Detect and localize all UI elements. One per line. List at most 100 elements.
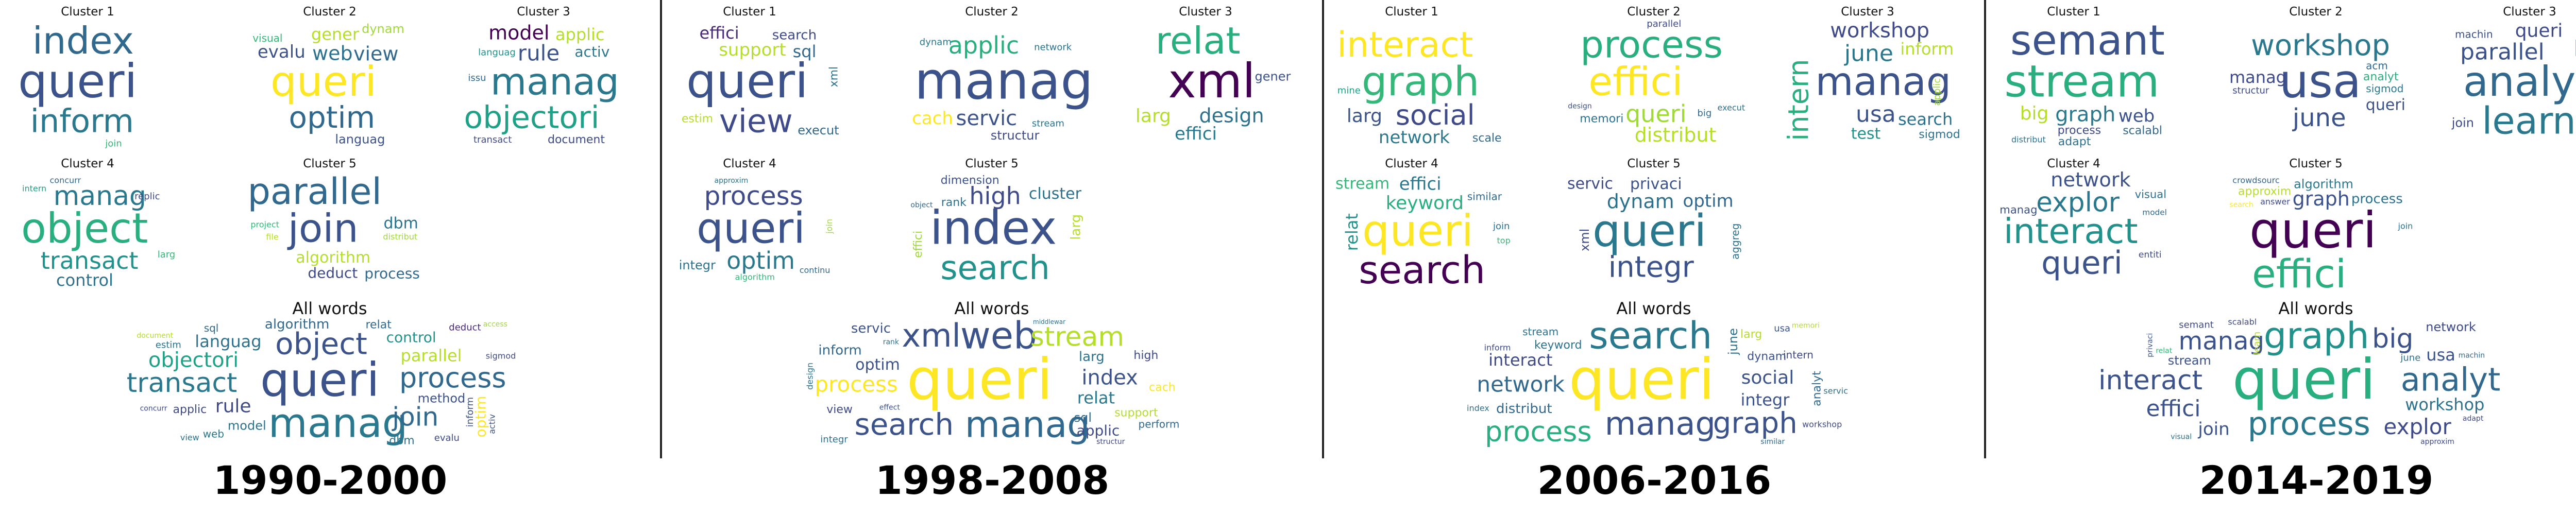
cloud-word: intern: [1783, 349, 1814, 361]
cloud-word: distribut: [2011, 135, 2046, 145]
cloud-word: control: [386, 329, 436, 346]
cloud-word: concurr: [140, 405, 167, 413]
all-words-title: All words: [292, 299, 367, 318]
cloud-word: parallel: [2460, 39, 2545, 65]
cloud-word: effici: [700, 23, 739, 43]
cloud-word: social: [1741, 367, 1794, 388]
cloud-word: transact: [41, 247, 139, 274]
cloud-word: view: [719, 102, 793, 140]
cloud-word: stream: [1522, 325, 1558, 338]
cloud-word: larg: [1079, 349, 1105, 365]
cloud-word: network: [1379, 127, 1450, 148]
cloud-word: project: [250, 219, 279, 229]
cluster-title: Cluster 4: [1385, 157, 1438, 170]
cloud-word: languag: [335, 132, 385, 146]
cluster-title: Cluster 3: [517, 5, 570, 19]
cloud-word: larg: [158, 249, 176, 260]
cloud-word: queri: [2232, 348, 2376, 412]
cloud-word: privaci: [2146, 333, 2154, 357]
cloud-word: manag: [268, 401, 408, 447]
cloud-word: xml: [902, 317, 960, 354]
cloud-word: method: [418, 391, 466, 405]
cloud-word: applic: [948, 31, 1019, 59]
cluster-title: Cluster 4: [2047, 157, 2100, 170]
cloud-word: search: [1589, 314, 1712, 357]
cloud-word: graph: [2055, 102, 2115, 126]
cloud-word: join: [1493, 221, 1510, 232]
cloud-word: search: [940, 249, 1050, 287]
cluster-title: Cluster 2: [965, 5, 1019, 19]
cloud-word: sigmod: [486, 351, 516, 361]
period-panel-1998-2008: Cluster 1 queri view support sql effici searc…: [662, 0, 1323, 515]
cloud-word: queri: [270, 58, 377, 106]
cloud-word: access: [483, 320, 507, 329]
cloud-word: relat: [366, 319, 392, 332]
cloud-word: explor: [2036, 187, 2120, 218]
cloud-word: analyt: [2401, 361, 2501, 399]
cloud-word: distribut: [383, 232, 417, 242]
cloud-word: object: [910, 201, 933, 210]
cloud-word: cach: [912, 108, 953, 129]
cloud-word: algorithm: [265, 317, 329, 332]
cloud-word: servic: [1567, 175, 1613, 193]
cloud-word: sql: [204, 322, 219, 334]
cluster-title: Cluster 4: [61, 157, 114, 170]
cloud-word: june: [1844, 40, 1893, 66]
cluster-title: Cluster 1: [61, 5, 114, 19]
cloud-word: dynam: [362, 22, 404, 36]
cloud-word: gener: [311, 25, 360, 44]
cloud-word: rule: [518, 41, 560, 66]
cloud-word: semant: [2179, 320, 2213, 331]
cloud-word: algorithm: [296, 249, 370, 267]
cloud-word: relat: [1077, 388, 1115, 408]
cloud-word: memori: [1580, 112, 1623, 125]
cloud-word: answer: [2260, 197, 2290, 207]
cloud-word: workshop: [2251, 29, 2390, 62]
cloud-word: applic: [173, 403, 207, 416]
cloud-word: test: [1851, 125, 1881, 143]
cloud-word: dbm: [389, 435, 414, 448]
cloud-word: machin: [2455, 28, 2493, 41]
cloud-word: usa: [2279, 55, 2361, 109]
cloud-word: relat: [1342, 213, 1362, 251]
cloud-word: model: [228, 419, 266, 433]
cloud-word: effici: [1588, 59, 1683, 105]
cloud-word: queri: [2515, 21, 2563, 42]
cloud-word: execut: [798, 123, 839, 138]
cloud-word: relat: [2156, 347, 2173, 355]
cloud-word: semant: [2010, 16, 2165, 64]
cloud-word: rank: [883, 338, 900, 347]
cloud-word: manag: [54, 181, 146, 212]
cloud-word: activ: [487, 414, 497, 434]
cloud-word: queri: [2366, 96, 2405, 114]
cluster-title: Cluster 1: [1385, 5, 1438, 19]
cloud-word: network: [1477, 371, 1565, 397]
cloud-word: big: [2020, 103, 2049, 124]
cloud-word: intern: [1782, 59, 1815, 141]
cloud-word: visual: [252, 32, 282, 44]
cluster-title: Cluster 3: [1841, 5, 1894, 19]
cloud-word: process: [815, 371, 897, 397]
cloud-word: perform: [1139, 418, 1180, 430]
cloud-word: inform: [1484, 342, 1511, 352]
cloud-word: model: [488, 22, 549, 44]
cloud-word: inform: [818, 343, 861, 358]
period-label: 1998-2008: [875, 457, 1110, 503]
cloud-word: usa: [1856, 101, 1896, 128]
cloud-word: june: [2400, 352, 2420, 363]
cloud-word: keyword: [1386, 193, 1464, 214]
cluster-title: Cluster 1: [723, 5, 776, 19]
cloud-word: stream: [1335, 175, 1389, 193]
cloud-word: xml: [828, 66, 841, 88]
